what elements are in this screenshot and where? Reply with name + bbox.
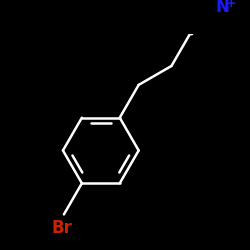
Text: +: + — [225, 0, 236, 10]
Text: N: N — [216, 0, 229, 16]
Text: Br: Br — [51, 219, 72, 237]
